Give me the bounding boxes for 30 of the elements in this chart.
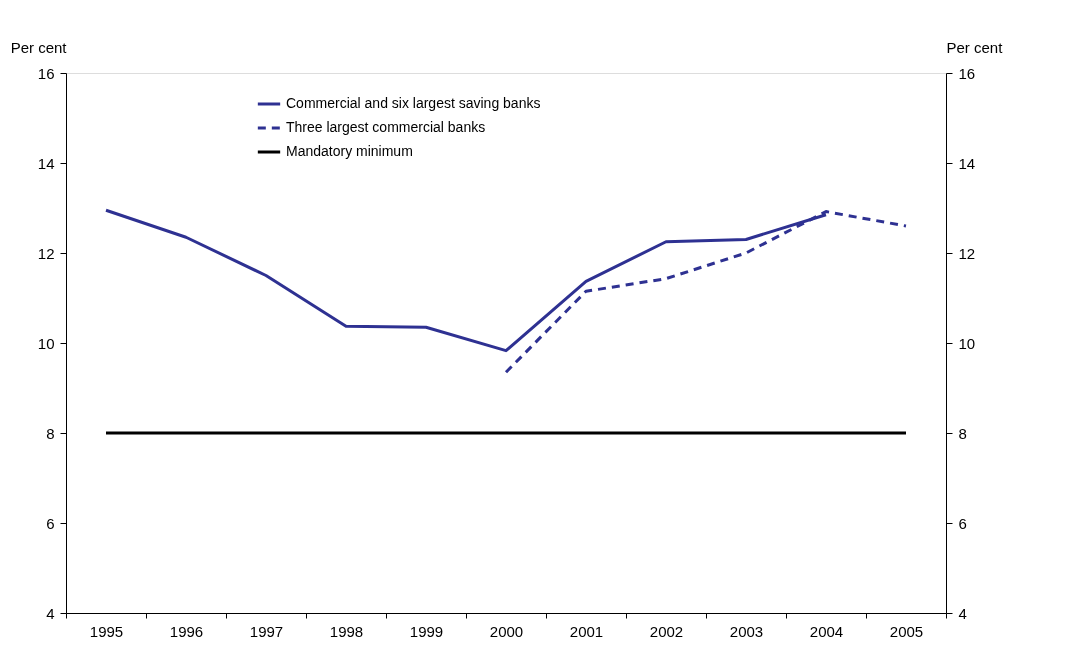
y2-tick-label: 6	[958, 514, 967, 532]
legend-label: Three largest commercial banks	[286, 119, 486, 135]
x-tick-label: 1996	[169, 622, 204, 640]
x-tick-label: 2004	[809, 622, 844, 640]
x-tick-label: 1999	[409, 622, 444, 640]
y2-tick-label: 14	[958, 154, 976, 172]
x-tick-label: 1998	[329, 622, 364, 640]
y-axis-title: Per cent	[10, 38, 68, 56]
y2-tick-label: 10	[958, 334, 976, 352]
y-tick-label: 12	[37, 244, 55, 262]
y-tick-label: 16	[37, 64, 55, 82]
legend-label: Commercial and six largest saving banks	[286, 95, 541, 111]
x-tick-label: 1995	[89, 622, 124, 640]
x-tick-label: 2002	[649, 622, 684, 640]
y2-tick-label: 8	[958, 424, 967, 442]
y-tick-label: 8	[46, 424, 55, 442]
y2-tick-label: 4	[958, 604, 967, 622]
x-tick-label: 2005	[889, 622, 924, 640]
y-tick-label: 10	[37, 334, 55, 352]
y-tick-label: 4	[46, 604, 55, 622]
legend-label: Mandatory minimum	[286, 143, 413, 159]
x-tick-label: 1997	[249, 622, 284, 640]
y2-tick-label: 16	[958, 64, 976, 82]
x-tick-label: 2001	[569, 622, 604, 640]
x-tick-label: 2000	[489, 622, 524, 640]
x-tick-label: 2003	[729, 622, 764, 640]
y2-axis-title: Per cent	[946, 38, 1004, 56]
y2-tick-label: 12	[958, 244, 976, 262]
y-tick-label: 14	[37, 154, 55, 172]
y-tick-label: 6	[46, 514, 55, 532]
